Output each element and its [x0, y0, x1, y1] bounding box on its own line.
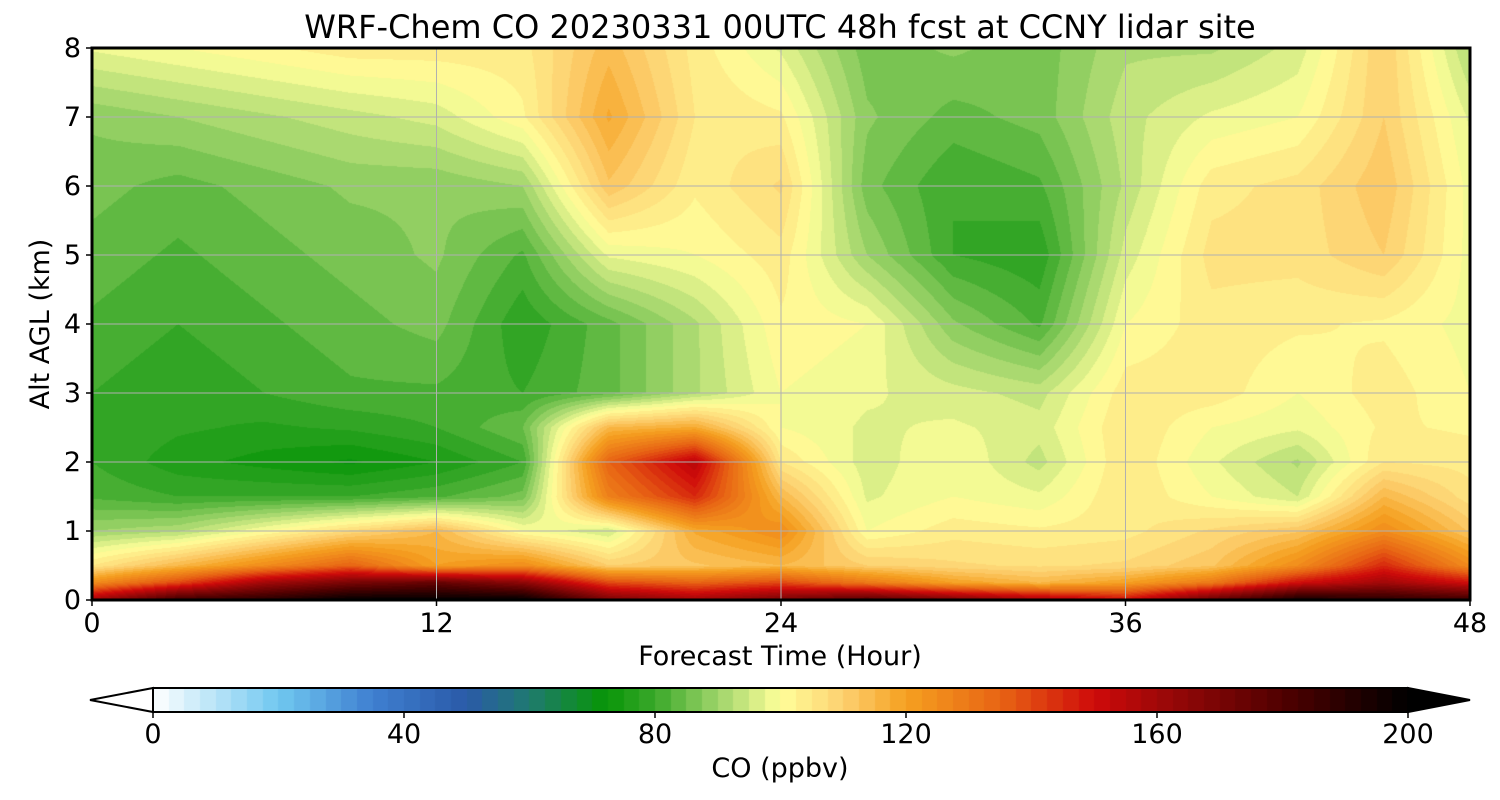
- colorbar-ticks: 0 40 80 120 160 200: [144, 712, 1434, 750]
- x-tick-label: 24: [764, 608, 798, 639]
- y-tick-label: 5: [64, 240, 81, 271]
- colorbar-label: CO (ppbv): [711, 753, 848, 784]
- x-axis-label: Forecast Time (Hour): [638, 641, 922, 672]
- x-tick-label: 0: [83, 608, 100, 639]
- y-tick-label: 3: [64, 378, 81, 409]
- plot-area: [90, 46, 1472, 602]
- colorbar-tick-label: 80: [638, 719, 672, 750]
- x-axis-ticks: 0 12 24 36 48: [83, 600, 1487, 639]
- y-tick-label: 1: [64, 516, 81, 547]
- colorbar-tick-label: 160: [1131, 719, 1183, 750]
- colorbar-low-extension: [89, 686, 154, 714]
- colorbar-frame: [152, 687, 1409, 713]
- y-tick-label: 2: [64, 447, 81, 478]
- colorbar: 0 40 80 120 160 200 CO (ppbv): [89, 686, 1471, 784]
- grid-lines: [92, 48, 1470, 600]
- colorbar-tick-label: 200: [1382, 719, 1434, 750]
- y-axis-label: Alt AGL (km): [25, 239, 56, 410]
- chart-title: WRF-Chem CO 20230331 00UTC 48h fcst at C…: [304, 8, 1255, 46]
- colorbar-tick-label: 40: [387, 719, 421, 750]
- y-tick-label: 6: [64, 171, 81, 202]
- x-tick-label: 12: [419, 608, 453, 639]
- y-axis-ticks: 0 1 2 3 4 5 6 7 8: [64, 33, 92, 616]
- colorbar-tick-label: 0: [144, 719, 161, 750]
- y-tick-label: 7: [64, 102, 81, 133]
- y-tick-label: 0: [64, 585, 81, 616]
- y-tick-label: 8: [64, 33, 81, 64]
- colorbar-gradient: [153, 688, 1408, 712]
- x-tick-label: 48: [1453, 608, 1487, 639]
- y-tick-label: 4: [64, 309, 81, 340]
- colorbar-tick-label: 120: [880, 719, 932, 750]
- colorbar-high-extension: [1407, 686, 1471, 714]
- x-tick-label: 36: [1108, 608, 1142, 639]
